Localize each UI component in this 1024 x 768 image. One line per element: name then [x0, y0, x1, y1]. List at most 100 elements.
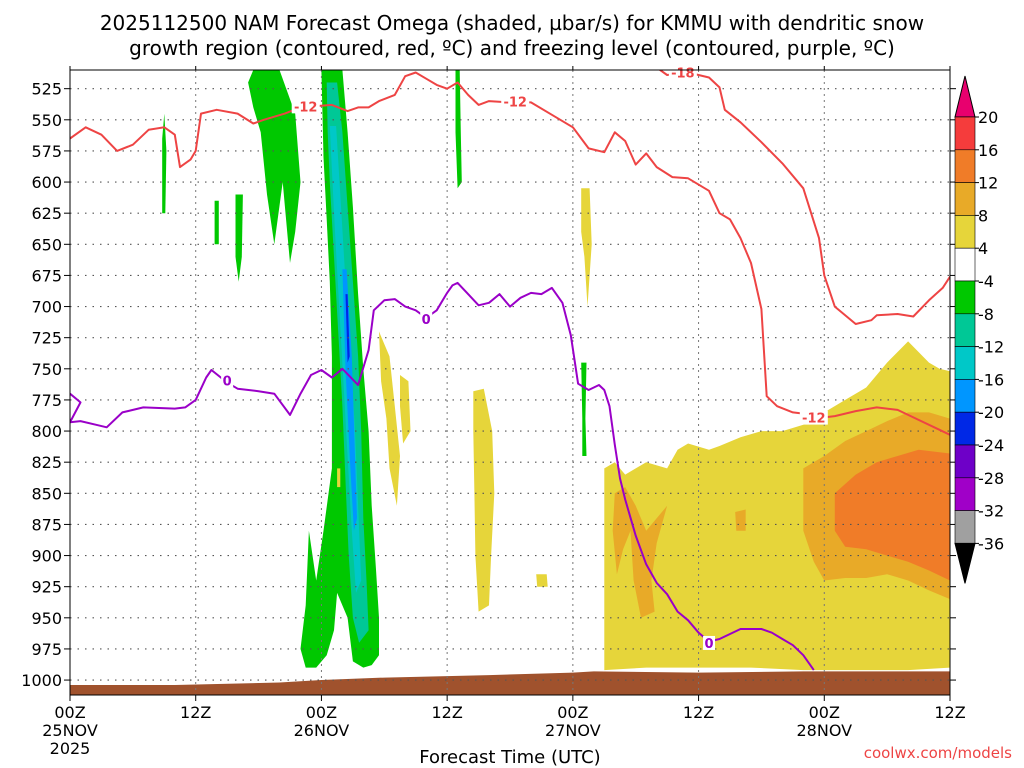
- y-tick-label: 725: [31, 329, 62, 348]
- omega-region-0: [162, 113, 167, 214]
- y-tick-label: 750: [31, 360, 62, 379]
- y-tick-label: 800: [31, 422, 62, 441]
- y-tick-label: 775: [31, 391, 62, 410]
- omega-region-17: [604, 341, 950, 671]
- omega-region-3: [248, 70, 301, 263]
- omega-region-11: [379, 331, 400, 506]
- contour-line-3: [70, 281, 815, 671]
- x-tick-date-label: 25NOV: [42, 721, 98, 740]
- omega-region-20: [834, 449, 950, 581]
- contour-label-bg: [291, 99, 320, 114]
- colorbar-label: -8: [978, 305, 994, 324]
- omega-region-16: [581, 188, 592, 307]
- omega-region-7: [342, 269, 357, 531]
- omega-region-18: [612, 487, 668, 618]
- contour-label-bg: [668, 65, 697, 80]
- y-tick-label: 975: [31, 640, 62, 659]
- omega-region-8: [345, 294, 350, 363]
- colorbar-label: -4: [978, 272, 994, 291]
- colorbar-segment-1: [954, 149, 976, 183]
- colorbar-segment-10: [954, 444, 976, 479]
- contour-line-2: [658, 70, 950, 325]
- x-tick-date-label: 28NOV: [796, 721, 852, 740]
- y-tick-label: 925: [31, 578, 62, 597]
- terrain-band: [70, 671, 950, 695]
- colorbar-label: -12: [978, 338, 1004, 357]
- contour-label-3-1: 0: [422, 313, 431, 328]
- y-tick-label: 1000: [21, 671, 62, 690]
- y-tick-label: 875: [31, 515, 62, 534]
- plot-frame: [69, 69, 951, 696]
- colorbar-segment-6: [954, 313, 976, 347]
- x-tick-label: 00Z: [306, 703, 337, 722]
- x-tick-label: 00Z: [557, 703, 588, 722]
- omega-region-9: [455, 70, 462, 189]
- x-tick-label: 12Z: [683, 703, 714, 722]
- y-tick-label: 850: [31, 484, 62, 503]
- y-tick-label: 575: [31, 142, 62, 161]
- y-tick-label: 550: [31, 111, 62, 130]
- colorbar-label: 8: [978, 206, 988, 225]
- contour-line-1: [813, 406, 950, 436]
- colorbar-label: -20: [978, 403, 1004, 422]
- colorbar-segment-0: [954, 116, 976, 151]
- colorbar-segment-3: [954, 215, 976, 249]
- x-tick-label: 00Z: [54, 703, 85, 722]
- contour-label-0-0: -12: [294, 100, 318, 115]
- omega-region-21: [735, 509, 746, 531]
- colorbar-segment-11: [954, 477, 976, 511]
- y-tick-label: 700: [31, 298, 62, 317]
- colorbar-segment-2: [954, 182, 976, 216]
- x-tick-year-label: 2025: [50, 739, 91, 758]
- colorbar-segment-7: [954, 346, 976, 380]
- contour-label-bg: [501, 94, 530, 109]
- omega-region-10: [581, 362, 587, 456]
- colorbar-label: -28: [978, 469, 1004, 488]
- colorbar-label: 16: [978, 141, 998, 160]
- omega-region-1: [214, 200, 219, 245]
- colorbar-label: -36: [978, 534, 1004, 553]
- credit-link[interactable]: coolwx.com/models: [864, 744, 1012, 762]
- x-tick-label: 00Z: [809, 703, 840, 722]
- x-axis-label: Forecast Time (UTC): [419, 747, 600, 768]
- colorbar-label: 20: [978, 108, 998, 127]
- y-tick-label: 900: [31, 547, 62, 566]
- x-tick-date-label: 26NOV: [294, 721, 350, 740]
- axes: 525 550 575 600 625 650 675 700 725 750 775 800 825 8…: [21, 66, 966, 758]
- contour-label-bg: [420, 312, 433, 327]
- omega-region-13: [337, 468, 341, 488]
- y-tick-label: 525: [31, 80, 62, 99]
- y-tick-label: 675: [31, 266, 62, 285]
- y-tick-label: 825: [31, 453, 62, 472]
- contour-label-bg: [221, 373, 234, 388]
- colorbar-segment-8: [954, 379, 976, 413]
- colorbar-segment-12: [954, 510, 976, 544]
- y-tick-label: 950: [31, 609, 62, 628]
- colorbar-segment-4: [954, 247, 976, 282]
- contour-line-0: [70, 71, 814, 416]
- omega-region-14: [473, 388, 495, 612]
- colorbar-label: -32: [978, 502, 1004, 521]
- contour-label-bg: [799, 410, 828, 425]
- colorbar-segment-5: [954, 280, 976, 315]
- colorbar-label: 4: [978, 239, 988, 258]
- contour-label-2-0: -18: [671, 67, 695, 82]
- contours: [70, 70, 950, 671]
- y-tick-label: 625: [31, 204, 62, 223]
- x-tick-label: 12Z: [934, 703, 965, 722]
- contour-label-bg: [703, 635, 716, 650]
- omega-region-15: [536, 574, 548, 587]
- contour-labels: -12 -12 -12 -18 0 0 0: [221, 65, 828, 652]
- contour-label-3-0: 0: [223, 374, 232, 389]
- x-tick-date-label: 27NOV: [545, 721, 601, 740]
- omega-region-2: [235, 194, 243, 282]
- contour-label-3-2: 0: [705, 637, 714, 652]
- colorbar-label: 12: [978, 174, 998, 193]
- colorbar-top-arrow: [954, 75, 976, 118]
- contour-label-0-1: -12: [503, 95, 527, 110]
- chart-title-line2: growth region (contoured, red, ºC) and f…: [129, 36, 895, 60]
- plot-area: [70, 70, 950, 695]
- chart-title-line1: 2025112500 NAM Forecast Omega (shaded, µ…: [100, 11, 924, 35]
- x-tick-label: 12Z: [431, 703, 462, 722]
